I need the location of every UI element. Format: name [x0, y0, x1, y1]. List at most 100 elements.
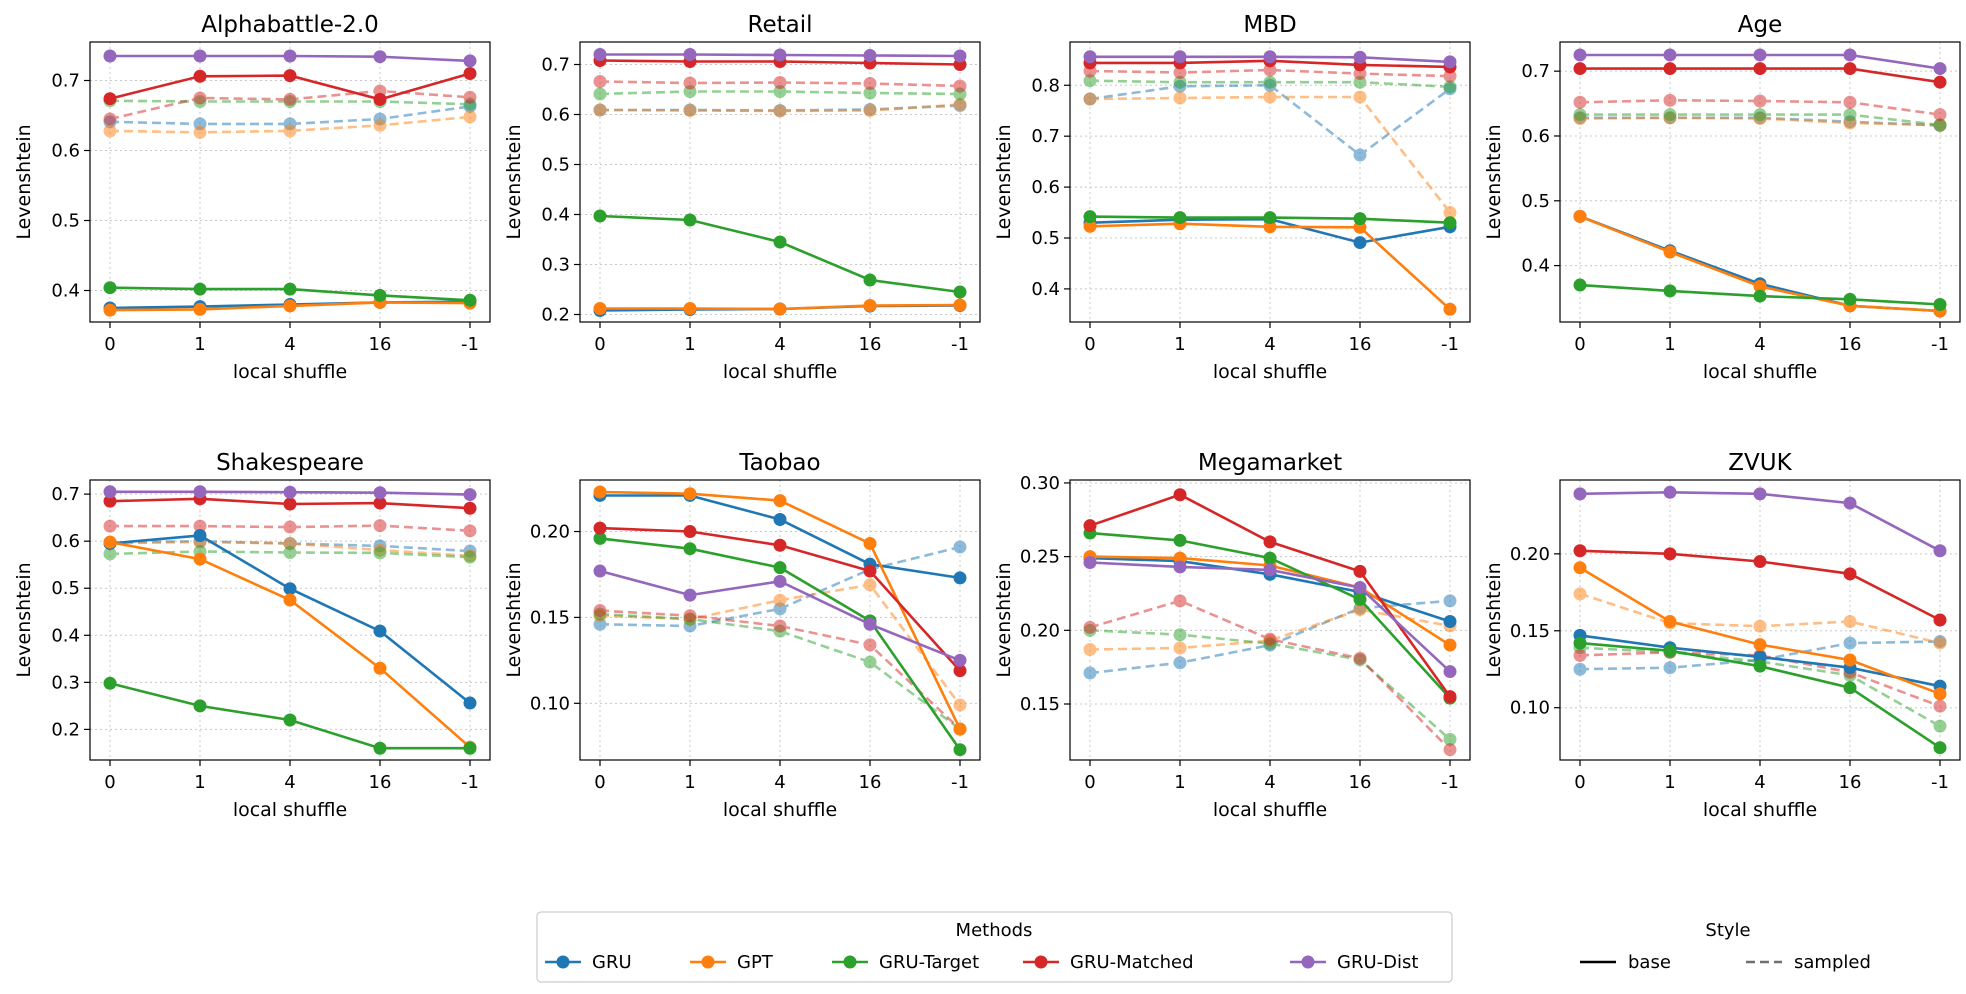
- data-point: [1933, 636, 1947, 650]
- y-tick-label: 0.5: [1031, 228, 1060, 249]
- series-line: [1089, 599, 1451, 751]
- data-point: [463, 54, 477, 68]
- y-axis-label: Levenshtein: [993, 562, 1015, 677]
- x-axis-label: local shuffle: [233, 361, 347, 383]
- data-point: [1843, 567, 1857, 581]
- data-point: [1753, 487, 1767, 501]
- y-tick-label: 0.7: [51, 484, 80, 505]
- series-line: [110, 524, 471, 533]
- series-gru-target-base: [1573, 636, 1947, 755]
- x-tick-label: 16: [369, 334, 392, 355]
- data-point: [463, 501, 477, 515]
- data-point: [773, 619, 787, 633]
- data-point: [863, 273, 877, 287]
- data-point: [1353, 603, 1367, 617]
- data-point: [283, 545, 297, 559]
- series-gru-dist-base: [1573, 48, 1947, 76]
- data-point: [373, 624, 387, 638]
- data-point: [683, 525, 697, 539]
- data-point: [373, 496, 387, 510]
- panel-taobao: 0.10 0.15 0.20 0 1 4 16 -1 Taobao local shuffle Le…: [503, 450, 981, 821]
- data-point: [1443, 216, 1457, 230]
- legend-swatch-marker: [556, 955, 570, 969]
- y-axis-label: Levenshtein: [503, 124, 525, 239]
- data-point: [1753, 94, 1767, 108]
- data-point: [863, 564, 877, 578]
- data-point: [103, 112, 117, 126]
- x-tick-label: 1: [684, 772, 695, 793]
- legend-item-base: base: [1580, 952, 1671, 973]
- data-point: [1753, 108, 1767, 122]
- data-point: [1753, 638, 1767, 652]
- data-point: [1083, 210, 1097, 224]
- y-tick-label: 0.2: [541, 305, 570, 326]
- data-point: [193, 302, 207, 316]
- data-point: [1573, 278, 1587, 292]
- data-point: [1843, 108, 1857, 122]
- data-point: [1663, 547, 1677, 561]
- y-tick-label: 0.25: [1020, 547, 1060, 568]
- data-point: [463, 293, 477, 307]
- data-point: [953, 79, 967, 93]
- series-gru-target-base: [1573, 278, 1947, 311]
- legend-item-gpt: GPT: [690, 952, 774, 973]
- x-tick-label: 1: [194, 334, 205, 355]
- data-point: [193, 282, 207, 296]
- data-point: [193, 485, 207, 499]
- data-point: [953, 98, 967, 111]
- series-gpt-sampled: [103, 110, 477, 139]
- data-point: [1443, 80, 1457, 94]
- data-point: [1663, 48, 1677, 62]
- data-point: [1573, 648, 1587, 662]
- panel-title: Retail: [748, 12, 813, 38]
- legend-label: GRU-Matched: [1070, 952, 1194, 973]
- data-point: [373, 741, 387, 755]
- panel-alphabattle-2-0: 0.4 0.5 0.6 0.7 0 1 4 16 -1 Alphabattle-2.0 local …: [13, 12, 491, 383]
- y-tick-label: 0.6: [51, 141, 80, 162]
- y-tick-label: 0.2: [51, 719, 80, 740]
- data-point: [953, 540, 967, 554]
- data-point: [283, 124, 297, 138]
- data-point: [773, 235, 787, 249]
- panel-shakespeare: 0.2 0.3 0.4 0.5 0.6 0.7 0 1 4 16 -1 Shakespeare loca…: [13, 450, 491, 821]
- data-point: [463, 550, 477, 564]
- x-tick-label: 4: [1754, 772, 1765, 793]
- data-point: [1843, 496, 1857, 510]
- data-point: [1663, 661, 1677, 675]
- data-point: [1173, 211, 1187, 225]
- data-point: [1173, 66, 1187, 80]
- data-point: [1353, 564, 1367, 578]
- data-point: [193, 529, 207, 543]
- y-tick-label: 0.4: [51, 281, 80, 302]
- data-point: [953, 743, 967, 757]
- series-line: [1089, 629, 1451, 741]
- data-point: [593, 48, 607, 61]
- data-point: [773, 538, 787, 552]
- data-point: [193, 699, 207, 713]
- data-point: [1443, 614, 1457, 628]
- series-gru-target-base: [103, 281, 477, 307]
- y-tick-label: 0.5: [51, 578, 80, 599]
- x-tick-label: 0: [594, 772, 605, 793]
- data-point: [1353, 50, 1367, 64]
- series-line: [599, 103, 961, 113]
- x-axis-label: local shuffle: [1703, 799, 1817, 821]
- y-tick-label: 0.10: [530, 693, 570, 714]
- series-gru-matched-base: [1573, 62, 1947, 89]
- x-tick-label: 1: [1664, 772, 1675, 793]
- x-tick-label: 0: [1084, 334, 1095, 355]
- series-line: [599, 609, 961, 731]
- legend-methods: Methods GRU GPT GRU-Target GRU-Matched GRU-Di…: [536, 911, 1453, 983]
- y-tick-label: 0.20: [1020, 620, 1060, 641]
- panel-retail: 0.2 0.3 0.4 0.5 0.6 0.7 0 1 4 16 -1 Retail local shu…: [503, 12, 981, 383]
- y-tick-label: 0.4: [1031, 279, 1060, 300]
- data-point: [1173, 641, 1187, 655]
- data-point: [683, 48, 697, 61]
- data-point: [1443, 638, 1457, 652]
- x-tick-label: -1: [951, 334, 969, 355]
- legend-label: GRU: [592, 952, 632, 973]
- legend-label: sampled: [1794, 952, 1871, 973]
- series-line: [1579, 646, 1941, 728]
- series-line: [1089, 68, 1451, 78]
- legend-style: Style base sampled: [1580, 920, 1871, 973]
